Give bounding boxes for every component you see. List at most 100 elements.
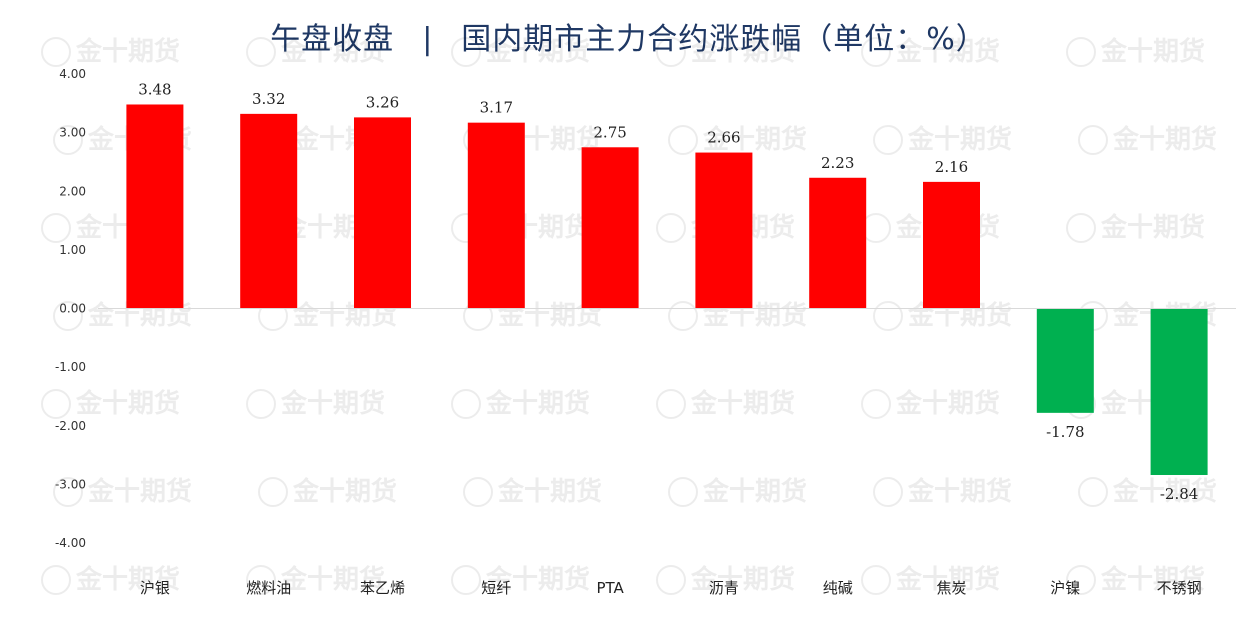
watermark: 金十期货 [246, 564, 385, 595]
watermark-logo-icon [258, 477, 288, 507]
x-tick-label: 沥青 [709, 579, 739, 597]
x-tick-label: PTA [596, 579, 624, 597]
value-labels: 3.48 3.32 3.26 3.17 2.75 2.66 2.23 2.16 -1.78 -2.… [138, 80, 1198, 503]
y-axis: 4.00 3.00 2.00 1.00 0.00 -1.00 -2.00 -3.00 -4.00 [55, 67, 86, 550]
watermark-text: 金十期货 [1112, 476, 1217, 507]
watermark-logo-icon [53, 477, 83, 507]
watermark-logo-icon [656, 37, 686, 67]
watermark: 金十期货 [41, 36, 180, 67]
watermark-text: 金十期货 [907, 476, 1012, 507]
watermark: 金十期货 [656, 388, 795, 419]
watermark-text: 金十期货 [702, 124, 807, 155]
watermark-logo-icon [861, 389, 891, 419]
watermark-logo-icon [873, 477, 903, 507]
data-label: 3.48 [138, 80, 171, 98]
data-label: 2.16 [935, 158, 968, 176]
bar [1150, 308, 1208, 475]
watermark: 金十期货 [1078, 124, 1217, 155]
x-tick-label: 沪镍 [1050, 579, 1080, 597]
watermark-logo-icon [656, 213, 686, 243]
watermark-logo-icon [53, 301, 83, 331]
y-tick-label: 3.00 [59, 126, 86, 140]
watermark-text: 金十期货 [75, 564, 180, 595]
bar [1036, 308, 1094, 413]
x-tick-label: 纯碱 [823, 579, 853, 597]
watermark-text: 金十期货 [485, 388, 590, 419]
y-tick-label: 2.00 [59, 184, 86, 198]
watermark: 金十期货 [246, 388, 385, 419]
data-label: 3.32 [252, 90, 285, 108]
watermark-logo-icon [41, 565, 71, 595]
watermark-logo-icon [41, 389, 71, 419]
data-label: -1.78 [1046, 423, 1084, 441]
y-tick-label: -2.00 [55, 419, 86, 433]
watermark-logo-icon [668, 301, 698, 331]
watermark-text: 金十期货 [895, 564, 1000, 595]
watermark: 金十期货 [451, 36, 590, 67]
watermark-text: 金十期货 [485, 36, 590, 67]
watermark-logo-icon [668, 477, 698, 507]
watermark: 金十期货 [873, 124, 1012, 155]
y-tick-label: -1.00 [55, 360, 86, 374]
data-label: -2.84 [1160, 485, 1198, 503]
watermark-text: 金十期货 [1112, 124, 1217, 155]
x-axis: 沪银 燃料油 苯乙烯 短纤 PTA 沥青 纯碱 焦炭 沪镍 不锈钢 [140, 579, 1202, 597]
watermark-logo-icon [873, 301, 903, 331]
watermark-logo-icon [246, 565, 276, 595]
watermark-text: 金十期货 [1100, 36, 1205, 67]
x-tick-label: 苯乙烯 [360, 579, 405, 597]
watermark-text: 金十期货 [75, 388, 180, 419]
bar [354, 117, 411, 309]
bars [126, 104, 1208, 475]
bar [923, 181, 980, 309]
bar [581, 147, 639, 309]
bar [126, 104, 184, 309]
watermark: 金十期货 [656, 564, 795, 595]
data-label: 2.23 [821, 154, 854, 172]
watermark: 金十期货 [873, 476, 1012, 507]
watermark-logo-icon [1066, 565, 1096, 595]
watermark-text: 金十期货 [87, 476, 192, 507]
watermark: 金十期货 [668, 476, 807, 507]
x-tick-label: 沪银 [140, 579, 170, 597]
watermark-logo-icon [463, 477, 493, 507]
watermark: 金十期货 [861, 36, 1000, 67]
watermark-text: 金十期货 [75, 36, 180, 67]
watermark-text: 金十期货 [690, 36, 795, 67]
watermark: 金十期货 [861, 388, 1000, 419]
chart-title-left: 午盘收盘 [270, 22, 395, 57]
watermark-logo-icon [1078, 477, 1108, 507]
watermark-text: 金十期货 [895, 388, 1000, 419]
watermark-logo-icon [1066, 37, 1096, 67]
watermark-logo-icon [873, 125, 903, 155]
y-tick-label: 1.00 [59, 243, 86, 257]
watermark-text: 金十期货 [497, 476, 602, 507]
watermark: 金十期货 [1066, 36, 1205, 67]
bar [695, 152, 753, 309]
watermark-logo-icon [861, 37, 891, 67]
watermark-logo-icon [246, 389, 276, 419]
watermark-text: 金十期货 [907, 124, 1012, 155]
y-tick-label: 0.00 [59, 302, 86, 316]
x-tick-label: 焦炭 [936, 579, 966, 597]
watermark-logo-icon [451, 37, 481, 67]
watermark-logo-icon [668, 125, 698, 155]
bar [240, 113, 298, 309]
watermark-text: 金十期货 [895, 36, 1000, 67]
data-label: 3.17 [480, 99, 513, 117]
watermark: 金十期货 [53, 476, 192, 507]
watermark-text: 金十期货 [1100, 564, 1205, 595]
watermark: 金十期货 [656, 36, 795, 67]
data-label: 3.26 [366, 93, 399, 111]
watermark: 金十期货 [258, 476, 397, 507]
watermark-text: 金十期货 [690, 388, 795, 419]
chart-title-separator: | [422, 22, 434, 57]
watermark: 金十期货 [861, 564, 1000, 595]
watermark: 金十期货 [463, 476, 602, 507]
watermark: 金十期货 [451, 388, 590, 419]
data-label: 2.66 [707, 129, 740, 147]
watermark-logo-icon [451, 389, 481, 419]
y-tick-label: -4.00 [55, 536, 86, 550]
watermark-logo-icon [451, 565, 481, 595]
